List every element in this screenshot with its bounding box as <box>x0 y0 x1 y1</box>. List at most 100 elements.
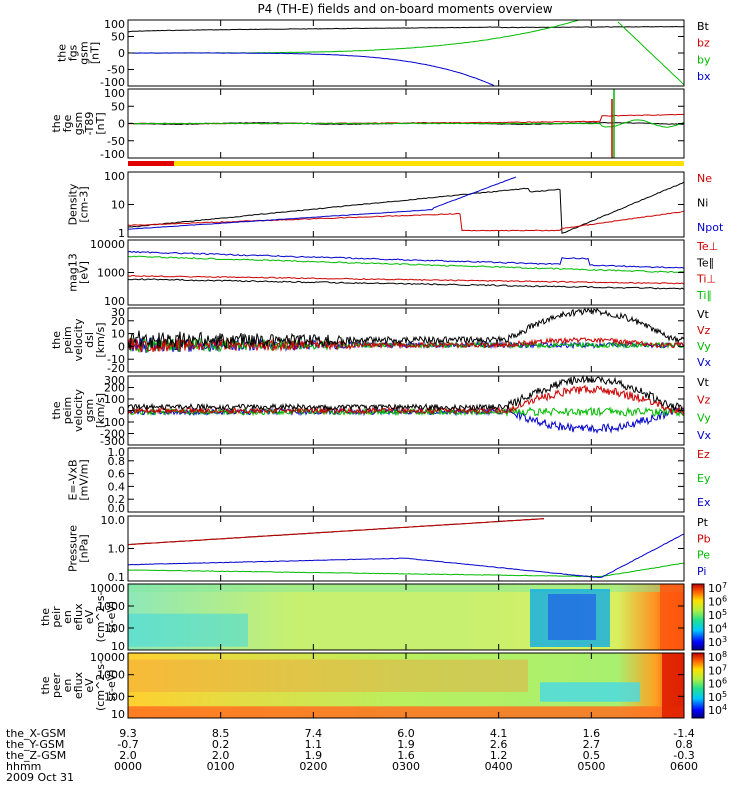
y-tick-label: 20 <box>111 315 125 328</box>
spectrogram-depletion-region <box>540 682 640 702</box>
y-tick-label: 1.0 <box>108 446 126 459</box>
y-axis-label-line: -T89 <box>83 112 96 136</box>
ephemeris-value: -0.3 <box>673 749 694 762</box>
y-tick-label: 10000 <box>90 238 125 251</box>
y-axis-label-line: fgs <box>67 44 80 61</box>
colorbar-tick-label: 104 <box>708 622 727 636</box>
series-ti-par <box>127 255 685 274</box>
ephemeris-value: 0300 <box>392 760 420 773</box>
y-tick-label: 100 <box>104 690 125 703</box>
panel-frame <box>127 239 685 306</box>
ephemeris-row-label: the_Y-GSM <box>6 738 64 751</box>
legend-item-bt: Bt <box>697 20 710 33</box>
colorbar-tick-label: 105 <box>708 608 727 622</box>
y-tick-label: 10.0 <box>101 514 126 527</box>
panel-temp: Te⊥ Te∥ Ti⊥ Ti∥ 10000 1000 100 mag13[eV] <box>67 238 719 308</box>
y-tick-label: 100 <box>104 295 125 308</box>
ephemeris-value: 1.2 <box>490 749 508 762</box>
legend-item-vy: Vy <box>697 411 711 424</box>
ephemeris-value: 0600 <box>670 760 698 773</box>
y-axis-label-line: gsm <box>78 41 91 64</box>
ephemeris-value: 1.9 <box>305 749 323 762</box>
spectrogram-end-region <box>662 653 684 718</box>
y-tick-label: 1.0 <box>108 543 126 556</box>
legend-item-ti⊥: Ti⊥ <box>696 273 716 286</box>
ephemeris-value: 1.1 <box>305 738 323 751</box>
series-bt <box>127 25 685 33</box>
y-tick-label: -200 <box>100 428 125 441</box>
legend-item-te∥: Te∥ <box>696 256 714 269</box>
ephemeris-value: 1.6 <box>397 749 415 762</box>
y-tick-label: 10000 <box>90 651 125 664</box>
ephemeris-value: 0400 <box>485 760 513 773</box>
y-axis-label-line: gsm <box>83 399 96 422</box>
colorbar-tick-label: 107 <box>708 581 727 595</box>
spectrogram-low-energy-band <box>128 613 248 647</box>
ephemeris-row-label: the_X-GSM <box>6 727 66 740</box>
ephemeris-value: 7.4 <box>305 727 323 740</box>
y-axis-label-line: [nT] <box>89 42 102 64</box>
panel-ion_spec: 10710610510410310000100010010thepeirenef… <box>39 581 727 653</box>
ephemeris-value: 9.3 <box>119 727 137 740</box>
y-tick-label: 50 <box>111 100 125 113</box>
y-tick-label: 100 <box>104 18 125 31</box>
series-te-par <box>128 278 685 290</box>
series-ni <box>127 181 685 234</box>
y-tick-label: -20 <box>107 362 125 375</box>
legend-item-vt: Vt <box>697 308 710 321</box>
y-axis-label-line: peim <box>61 326 74 354</box>
y-tick-label: 1000 <box>97 600 125 613</box>
series-npot <box>127 176 517 230</box>
series-ne <box>127 210 685 232</box>
y-axis-label-line: [cm-3] <box>78 186 91 222</box>
y-tick-label: 10 <box>111 708 125 721</box>
y-tick-label: -100 <box>100 416 125 429</box>
legend-item-vx: Vx <box>697 356 712 369</box>
y-tick-label: 10 <box>111 199 125 212</box>
y-axis-label-line: eflux <box>72 603 85 631</box>
y-tick-label: 10 <box>111 328 125 341</box>
y-tick-label: 0 <box>118 405 125 418</box>
ephemeris-value: 1.6 <box>583 727 601 740</box>
y-tick-label: -100 <box>100 76 125 89</box>
legend-item-by: by <box>697 53 711 66</box>
y-axis-label-line: eV <box>83 678 96 693</box>
y-axis-label-line: [km/s] <box>94 322 107 357</box>
y-axis-label-line: E=-VxB <box>67 459 80 500</box>
y-tick-label: 0.8 <box>108 455 126 468</box>
y-tick-label: 0.2 <box>108 493 126 506</box>
y-axis-label-line: peir <box>50 606 63 628</box>
ephemeris-value: 0.8 <box>675 738 693 751</box>
y-axis-label-line: [eV] <box>78 261 91 284</box>
ephemeris-value: 4.1 <box>490 727 508 740</box>
ephemeris-value: 2.0 <box>119 749 137 762</box>
y-axis-label-line: fge <box>61 114 74 132</box>
y-axis-label-line: dsl <box>83 332 96 348</box>
series-by-end <box>617 21 685 86</box>
series-vy <box>127 406 685 418</box>
y-axis-label-line: the <box>56 44 69 62</box>
legend-item-ey: Ey <box>697 472 711 485</box>
series-by <box>128 19 579 54</box>
y-axis-label-line: eflux <box>72 671 85 699</box>
y-axis-label: Density[cm-3] <box>67 183 91 225</box>
y-axis-label-line: eV <box>83 609 96 624</box>
colorbar-tick-label: 106 <box>708 595 727 609</box>
ephemeris-value: 0.2 <box>212 738 230 751</box>
colorbar <box>691 583 705 651</box>
ephemeris-value: 1.9 <box>397 738 415 751</box>
y-tick-label: -10 <box>107 353 125 366</box>
colorbar-tick-label: 106 <box>708 677 727 691</box>
date-label: 2009 Oct 31 <box>6 771 74 784</box>
legend-item-ex: Ex <box>697 496 711 509</box>
legend-item-bx: bx <box>697 70 711 83</box>
y-axis-label-line: mag13 <box>67 253 80 291</box>
colorbar-tick-label: 108 <box>708 650 727 664</box>
y-axis-label-line: sr-eV) <box>105 669 118 701</box>
panel-pressure: Pt Pb Pe Pi 10.0 1.0 0.1 Pressure[nPa] <box>67 514 711 584</box>
